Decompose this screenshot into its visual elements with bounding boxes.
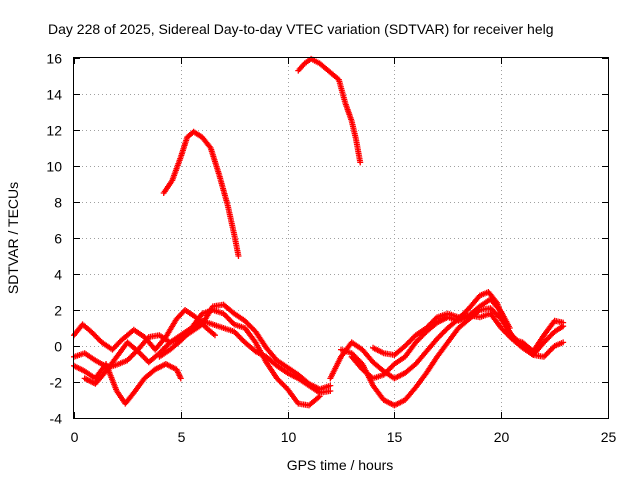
data-point [277,379,284,386]
y-tick-label: 16 [46,51,62,67]
x-tick-label: 15 [387,429,403,445]
data-point [177,375,184,382]
data-point [426,322,433,329]
y-tick-label: -2 [50,375,63,391]
x-tick-label: 0 [71,429,79,445]
data-point [506,325,513,331]
data-point [432,315,439,322]
data-point [125,356,132,363]
data-point [235,253,242,259]
data-point [161,344,168,351]
x-tick-label: 25 [601,429,617,445]
data-point [560,339,567,346]
data-point [239,336,246,343]
data-point [327,382,334,389]
data-point [487,305,494,312]
data-point [357,159,364,166]
data-point [500,327,507,334]
data-point [542,338,549,345]
series-arc-7 [156,317,334,396]
data-point [221,311,228,318]
x-axis-title: GPS time / hours [287,457,394,473]
y-tick-label: 10 [46,159,62,175]
data-point [228,318,235,325]
series-arc-9 [338,305,567,409]
y-tick-label: -4 [50,411,63,427]
data-point [404,340,411,347]
data-point [315,394,322,401]
y-tick-label: 8 [54,195,62,211]
data-point [96,336,103,343]
series-arc-1 [160,128,242,259]
data-point [414,338,421,345]
data-point [89,329,96,336]
data-point [440,329,447,336]
x-tick-label: 10 [281,429,297,445]
data-marks [71,55,567,409]
series-arc-2 [295,55,364,166]
data-point [247,323,254,330]
data-point [540,353,547,360]
data-point [560,319,567,326]
x-tick-label: 5 [178,429,186,445]
data-point [232,329,239,336]
data-point [139,352,146,359]
data-point [327,388,334,394]
y-tick-label: 0 [54,339,62,355]
y-tick-label: 14 [46,87,62,103]
data-point [494,311,501,318]
grid-layer [74,58,608,418]
data-point [434,335,441,342]
y-tick-label: 4 [54,267,62,283]
series-arc-5 [71,361,184,407]
y-tick-labels: -4 -2 0 2 4 6 8 10 12 14 16 [46,51,62,427]
data-point [387,365,394,372]
data-point [507,334,514,341]
data-point [181,333,188,340]
data-point [211,332,218,339]
chart-title: Day 228 of 2025, Sidereal Day-to-day VTE… [48,21,554,37]
series-arc-11 [370,296,513,358]
plot-frame [73,57,609,419]
series-arc-3 [71,307,218,353]
y-tick-label: 2 [54,303,62,319]
data-point [547,347,554,354]
y-axis-title: SDTVAR / TECUs [5,182,21,294]
x-tick-label: 20 [494,429,510,445]
y-tick-label: 12 [46,123,62,139]
x-tick-labels: 0 5 10 15 20 25 [71,429,617,445]
y-tick-label: 6 [54,231,62,247]
data-point [380,371,387,378]
data-point [548,331,555,338]
